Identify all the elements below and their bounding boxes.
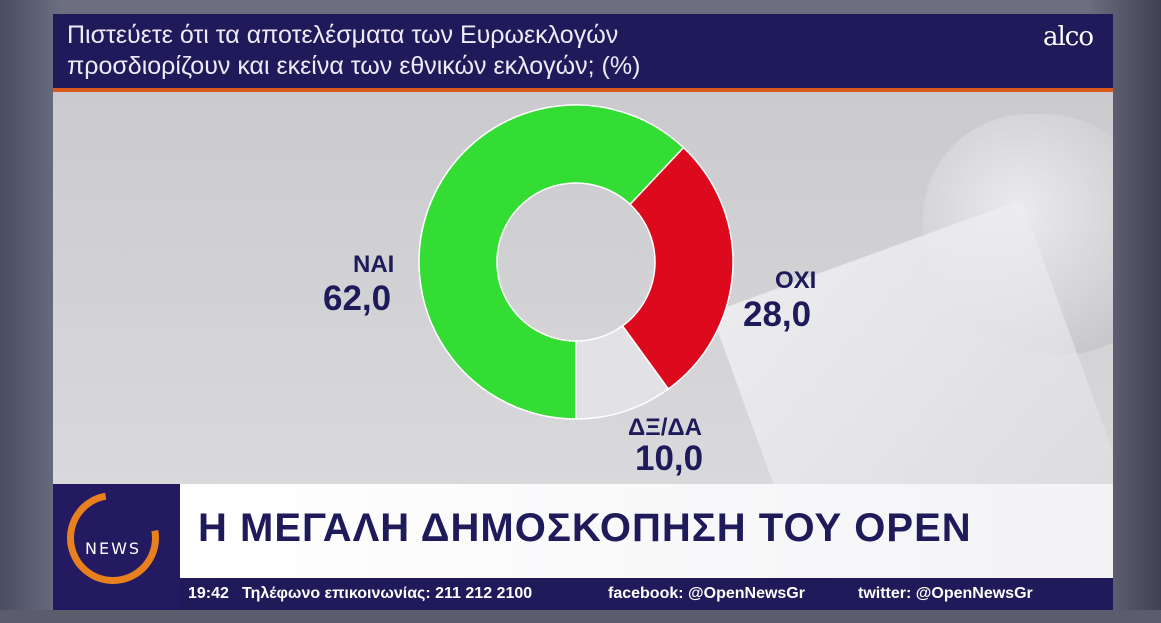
ticker-time: 19:42: [188, 585, 229, 602]
header-accent-line: [53, 88, 1113, 92]
question-line-1: Πιστεύετε ότι τα αποτελέσματα των Ευρωεκ…: [67, 21, 619, 49]
slice-no: [621, 146, 734, 391]
headline-text: Η ΜΕΓΑΛΗ ΔΗΜΟΣΚΟΠΗΣΗ ΤΟΥ OPEN: [198, 506, 972, 550]
donut-chart: [418, 104, 734, 420]
ticker-bar: 19:42 Τηλέφωνο επικοινωνίας: 211 212 210…: [180, 578, 1113, 610]
background-bottom: [0, 610, 1161, 623]
slice-label-dk: ΔΞ/ΔΑ: [628, 414, 702, 441]
slice-yes: [418, 104, 685, 420]
question-line-2: προσδιορίζουν και εκείνα των εθνικών εκλ…: [67, 52, 641, 80]
ticker-facebook: facebook: @OpenNewsGr: [608, 585, 805, 602]
alco-logo: alco: [1042, 22, 1094, 52]
slice-dont-know: [575, 324, 670, 420]
news-banner: NEWS Η ΜΕΓΑΛΗ ΔΗΜΟΣΚΟΠΗΣΗ ΤΟΥ OPEN 19:42…: [48, 473, 1113, 610]
slice-value-yes: 62,0: [323, 279, 392, 318]
slice-value-no: 28,0: [743, 295, 812, 334]
logo-text: NEWS: [85, 539, 142, 558]
background-left: [0, 0, 60, 623]
open-news-logo: NEWS: [48, 473, 180, 610]
ticker-phone: Τηλέφωνο επικοινωνίας: 211 212 2100: [242, 585, 533, 602]
slice-label-yes: ΝΑΙ: [353, 251, 395, 278]
logo-ring-icon: [48, 473, 178, 603]
question-text: Πιστεύετε ότι τα αποτελέσματα των Ευρωεκ…: [67, 20, 967, 82]
chart-panel: Πιστεύετε ότι τα αποτελέσματα των Ευρωεκ…: [53, 14, 1113, 484]
headline-bar: Η ΜΕΓΑΛΗ ΔΗΜΟΣΚΟΠΗΣΗ ΤΟΥ OPEN: [180, 484, 1113, 578]
ticker-twitter: twitter: @OpenNewsGr: [858, 585, 1033, 602]
question-header: Πιστεύετε ότι τα αποτελέσματα των Ευρωεκ…: [53, 14, 1113, 88]
slice-label-no: ΟΧΙ: [775, 267, 817, 294]
slice-value-dk: 10,0: [635, 439, 704, 478]
